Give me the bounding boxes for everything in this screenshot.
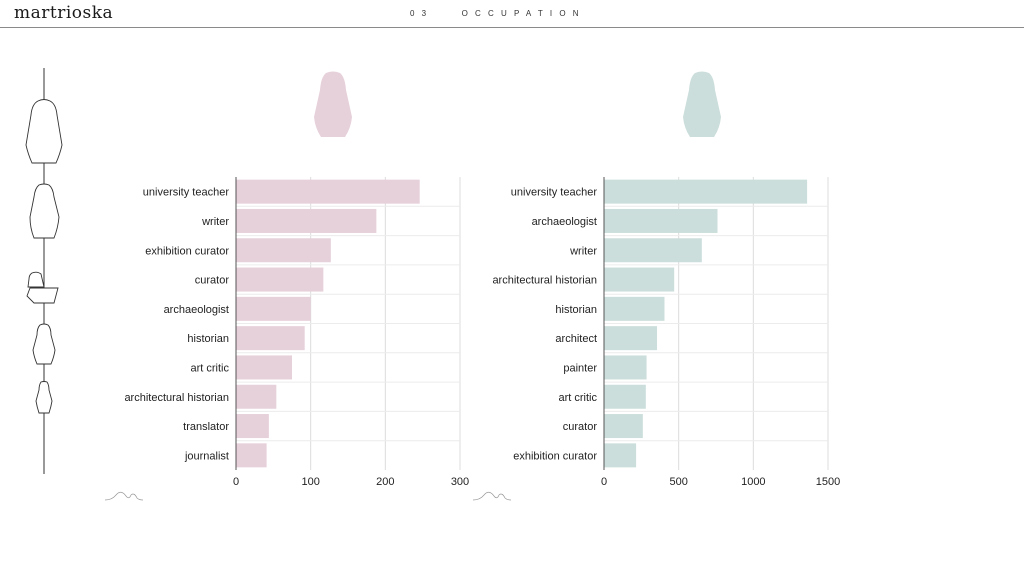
x-tick-label: 0 [601,476,607,488]
category-label: curator [195,275,230,287]
bar[interactable] [604,267,675,292]
app-logo[interactable]: martrioska [14,3,114,23]
category-label: art critic [559,392,598,404]
occupation-chart-left: university teacher writer exhibition curat… [124,177,469,488]
category-label: translator [183,421,229,433]
category-label: writer [569,245,597,257]
category-label: university teacher [511,187,598,199]
wave-left-icon [104,491,144,501]
bar[interactable] [236,208,377,233]
bar[interactable] [236,384,277,409]
category-label: painter [563,362,597,374]
bar[interactable] [236,355,292,380]
bar[interactable] [604,326,658,351]
bar[interactable] [236,326,305,351]
bar[interactable] [604,238,702,263]
section-title: OCCUPATION [461,9,586,18]
x-tick-label: 1500 [816,476,840,488]
x-tick-label: 1000 [741,476,765,488]
category-label: university teacher [143,187,230,199]
category-label: architect [555,333,597,345]
category-label: archaeologist [532,216,597,228]
category-label: journalist [184,450,229,462]
section-heading: 03 OCCUPATION [410,9,586,18]
bar[interactable] [604,296,665,321]
bar[interactable] [236,443,267,468]
category-label: curator [563,421,598,433]
doll-navigator [25,68,63,474]
doll-small-nav-icon[interactable] [32,323,56,365]
category-label: exhibition curator [145,245,229,257]
doll-teal-icon [683,71,721,137]
doll-smallest-nav-icon[interactable] [35,381,53,414]
bar[interactable] [236,238,331,263]
doll-medium-nav-icon[interactable] [29,183,60,239]
x-tick-label: 100 [301,476,319,488]
category-label: exhibition curator [513,450,597,462]
section-number: 03 [410,9,434,18]
wave-right-icon [472,491,512,501]
bar[interactable] [604,414,643,439]
top-bar: martrioska 03 OCCUPATION [0,0,1024,28]
category-label: historian [187,333,229,345]
bar[interactable] [236,296,311,321]
bar[interactable] [604,208,718,233]
category-label: writer [201,216,229,228]
category-label: architectural historian [492,275,597,287]
bar[interactable] [236,179,420,204]
occupation-chart-right: university teacher archaeologist writer arc… [492,177,840,488]
category-label: architectural historian [124,392,229,404]
doll-large-nav-icon[interactable] [25,99,63,164]
x-tick-label: 300 [451,476,469,488]
bar[interactable] [604,443,637,468]
doll-open-nav-icon[interactable] [26,271,59,304]
bar[interactable] [604,179,808,204]
bar[interactable] [604,355,647,380]
bar[interactable] [236,414,269,439]
category-label: historian [555,304,597,316]
x-tick-label: 500 [669,476,687,488]
x-tick-label: 0 [233,476,239,488]
bar[interactable] [604,384,646,409]
category-label: art critic [191,362,230,374]
category-label: archaeologist [164,304,229,316]
bar[interactable] [236,267,324,292]
x-tick-label: 200 [376,476,394,488]
doll-pink-icon [314,71,352,137]
